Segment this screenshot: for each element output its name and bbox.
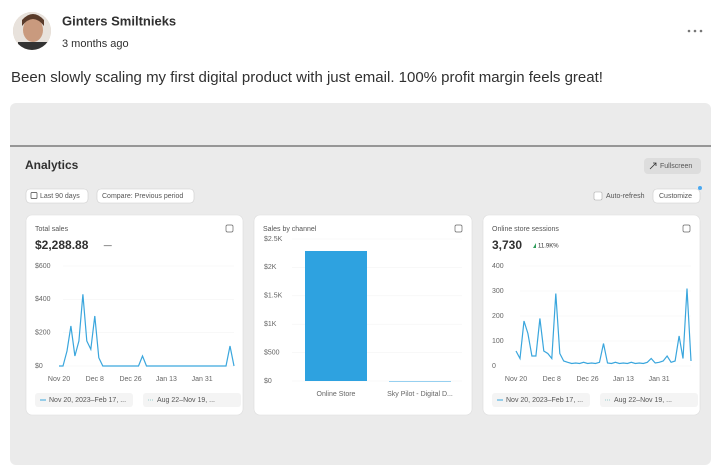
bar xyxy=(389,381,451,382)
auto-refresh-checkbox[interactable] xyxy=(593,191,603,201)
card-title: Sales by channel xyxy=(263,226,317,233)
notification-dot xyxy=(698,186,702,190)
y-tick-label: 0 xyxy=(492,363,496,370)
y-tick-label: 100 xyxy=(492,338,504,345)
change: — xyxy=(104,241,112,250)
fullscreen-button[interactable] xyxy=(644,158,701,174)
legend-label: Aug 22–Nov 19, ... xyxy=(614,397,672,404)
y-tick-label: $600 xyxy=(35,263,51,270)
x-tick-label: Sky Pilot - Digital D... xyxy=(387,391,453,398)
x-tick-label: Jan 13 xyxy=(613,376,634,383)
y-tick-label: $1.5K xyxy=(264,293,283,300)
customize-label: Customize xyxy=(659,193,692,200)
change-arrow xyxy=(533,243,536,248)
y-tick-label: $0 xyxy=(264,378,272,385)
auto-refresh-label: Auto-refresh xyxy=(606,193,645,200)
date-range-button[interactable] xyxy=(25,188,89,204)
card-icon[interactable] xyxy=(454,224,463,233)
y-tick-label: 300 xyxy=(492,288,504,295)
line xyxy=(515,288,692,365)
x-tick-label: Jan 31 xyxy=(649,376,670,383)
x-tick-label: Nov 20 xyxy=(48,376,70,383)
y-tick-label: $2.5K xyxy=(264,236,283,243)
fullscreen-icon xyxy=(649,162,657,170)
y-tick-label: $2K xyxy=(264,264,277,271)
customize-button[interactable] xyxy=(652,188,701,204)
x-tick-label: Dec 26 xyxy=(576,376,598,383)
compare-label: Compare: Previous period xyxy=(102,193,183,200)
x-tick-label: Jan 31 xyxy=(192,376,213,383)
legend-label: Nov 20, 2023–Feb 17, ... xyxy=(506,397,583,404)
card xyxy=(482,214,701,416)
y-tick-label: $400 xyxy=(35,296,51,303)
y-tick-label: 200 xyxy=(492,313,504,320)
change: 11.9K% xyxy=(538,244,559,250)
calendar-icon xyxy=(30,192,38,199)
x-tick-label: Online Store xyxy=(317,391,356,398)
card-title: Total sales xyxy=(35,226,69,233)
post-text: Been slowly scaling my first digital pro… xyxy=(11,69,603,86)
menu-button[interactable] xyxy=(687,29,703,33)
line xyxy=(59,294,235,367)
date-range-label: Last 90 days xyxy=(40,193,80,200)
x-tick-label: Jan 13 xyxy=(156,376,177,383)
card-icon[interactable] xyxy=(682,224,691,233)
card-title: Online store sessions xyxy=(492,226,559,233)
dashboard-title: Analytics xyxy=(25,158,79,172)
y-tick-label: $0 xyxy=(35,363,43,370)
y-tick-label: $1K xyxy=(264,321,277,328)
post-time: 3 months ago xyxy=(62,38,129,50)
fullscreen-label: Fullscreen xyxy=(660,163,692,170)
legend-label: Nov 20, 2023–Feb 17, ... xyxy=(49,397,126,404)
card-icon[interactable] xyxy=(225,224,234,233)
card-value: $2,288.88 xyxy=(35,238,89,252)
bar xyxy=(305,250,367,381)
legend-chip[interactable] xyxy=(492,393,590,407)
x-tick-label: Dec 8 xyxy=(543,376,561,383)
card-value: 3,730 xyxy=(492,238,522,252)
y-tick-label: 400 xyxy=(492,263,504,270)
legend-label: Aug 22–Nov 19, ... xyxy=(157,397,215,404)
legend-chip[interactable] xyxy=(600,393,698,407)
legend-chip[interactable] xyxy=(143,393,241,407)
x-tick-label: Dec 26 xyxy=(119,376,141,383)
legend-chip[interactable] xyxy=(35,393,133,407)
x-tick-label: Dec 8 xyxy=(86,376,104,383)
y-tick-label: $200 xyxy=(35,330,51,337)
compare-button[interactable] xyxy=(96,188,195,204)
avatar-image xyxy=(13,12,51,50)
y-tick-label: $500 xyxy=(264,349,280,356)
x-tick-label: Nov 20 xyxy=(505,376,527,383)
author[interactable]: Ginters Smiltnieks xyxy=(62,13,176,28)
card xyxy=(25,214,244,416)
